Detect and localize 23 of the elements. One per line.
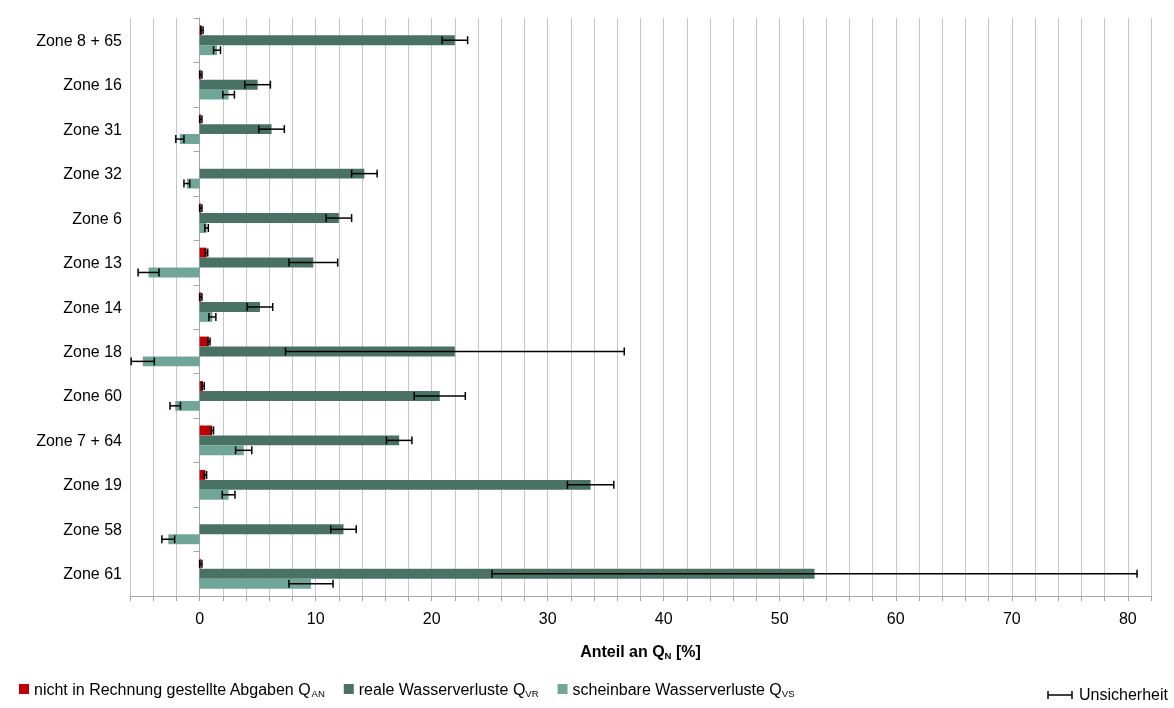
y-tick-label: Zone 61	[63, 565, 123, 583]
y-tick-label: Zone 31	[63, 120, 123, 138]
text: Unsicherheit	[1079, 686, 1168, 704]
x-tick-label: 80	[1118, 609, 1137, 627]
x-tick-label: 70	[1002, 609, 1021, 627]
y-tick-label: Zone 32	[63, 165, 123, 183]
x-tick-label: 30	[538, 609, 557, 627]
y-tick-label: Zone 13	[63, 254, 123, 272]
x-tick-label: 20	[422, 609, 441, 627]
y-tick-label: Zone 19	[63, 476, 123, 494]
y-tick-label: Zone 16	[63, 76, 123, 94]
y-tick-label: Zone 6	[72, 209, 123, 227]
y-tick-label: Zone 58	[63, 520, 123, 538]
y-tick-label: Zone 7 + 64	[36, 431, 123, 449]
y-tick-label: Zone 14	[63, 298, 123, 316]
y-tick-label: Zone 8 + 65	[36, 31, 123, 49]
x-tick-label: 60	[886, 609, 905, 627]
y-tick-label: Zone 18	[63, 342, 123, 360]
x-tick-label: 10	[306, 609, 325, 627]
x-tick-label: 50	[770, 609, 789, 627]
x-tick-label: 0	[195, 609, 205, 627]
x-tick-label: 40	[654, 609, 673, 627]
y-tick-label: Zone 60	[63, 387, 123, 405]
